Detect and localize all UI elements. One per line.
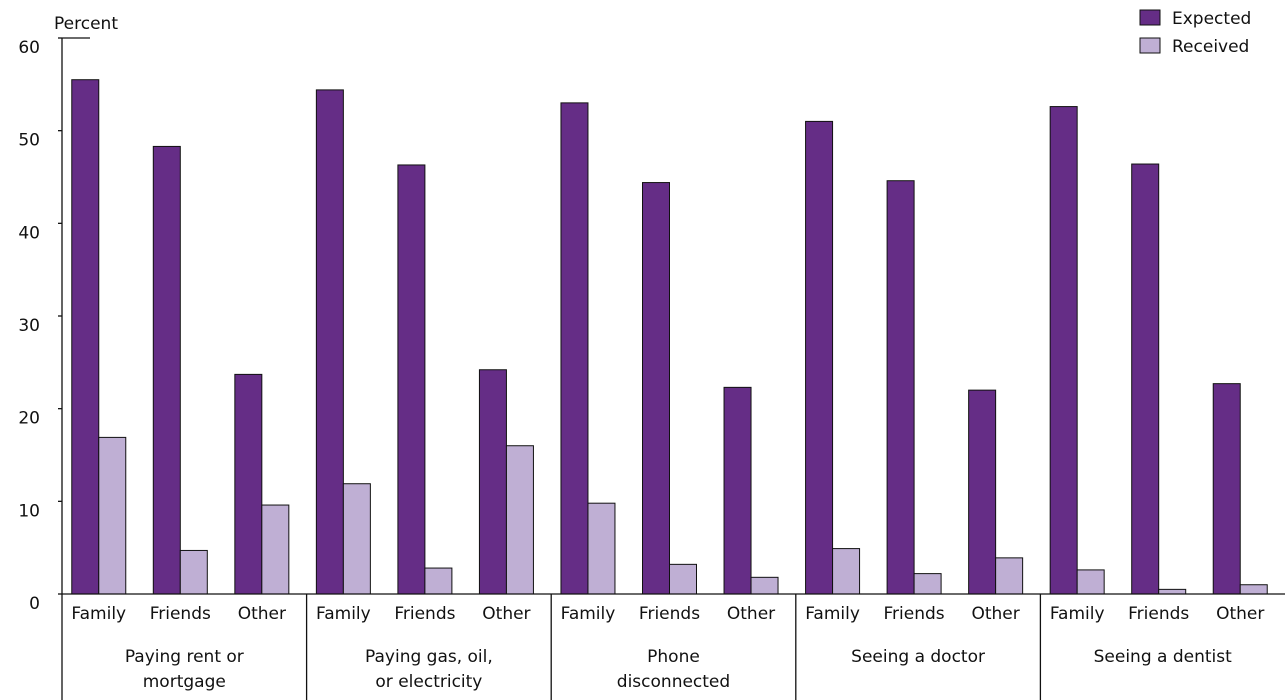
x-tick-label: Family — [71, 604, 126, 624]
bar — [1131, 163, 1160, 595]
group-label: or electricity — [375, 672, 482, 692]
legend-swatch — [1139, 37, 1161, 54]
y-tick-label: 50 — [18, 131, 40, 151]
bar — [995, 557, 1024, 595]
bar — [1239, 584, 1268, 595]
bar — [342, 483, 371, 595]
bar — [1049, 106, 1078, 595]
x-tick-label: Family — [1050, 604, 1105, 624]
bar — [98, 436, 127, 595]
bar — [587, 502, 616, 595]
x-tick-label: Other — [1216, 604, 1264, 624]
bar — [478, 369, 507, 595]
x-tick-label: Other — [238, 604, 286, 624]
y-axis-label: Percent — [54, 14, 118, 34]
bar — [968, 389, 997, 595]
group-label: Paying gas, oil, — [365, 647, 493, 667]
x-tick-label: Other — [727, 604, 775, 624]
y-tick-label: 10 — [18, 501, 40, 521]
bar — [424, 567, 453, 595]
x-tick-label: Family — [561, 604, 616, 624]
y-tick-label: 40 — [18, 223, 40, 243]
bar — [669, 563, 697, 595]
bar — [1076, 569, 1105, 595]
bar — [234, 373, 263, 595]
bar — [642, 182, 670, 595]
group-label: Seeing a doctor — [851, 647, 985, 667]
bar — [832, 548, 861, 595]
group-label: mortgage — [143, 672, 226, 692]
group-label: disconnected — [617, 672, 730, 692]
group-label: Phone — [647, 647, 700, 667]
bar — [315, 89, 344, 595]
bar — [179, 549, 208, 595]
bar — [805, 120, 834, 595]
group-label: Seeing a dentist — [1094, 647, 1232, 667]
x-tick-label: Friends — [150, 604, 211, 624]
group-label: Paying rent or — [125, 647, 244, 667]
bar — [71, 79, 100, 595]
bar — [1158, 588, 1187, 595]
y-tick-label: 30 — [18, 316, 40, 336]
y-tick-label: 0 — [29, 594, 40, 614]
bar — [723, 386, 752, 595]
bar — [505, 445, 534, 595]
x-tick-label: Family — [316, 604, 371, 624]
bar — [261, 504, 290, 595]
x-tick-label: Friends — [639, 604, 700, 624]
bar — [152, 145, 181, 595]
y-tick-label: 60 — [18, 38, 40, 58]
bar — [913, 573, 942, 595]
legend-label: Expected — [1172, 9, 1251, 29]
y-tick-label: 20 — [18, 409, 40, 429]
bar — [750, 576, 779, 595]
bar — [560, 102, 589, 595]
x-tick-label: Friends — [884, 604, 945, 624]
bar — [886, 180, 915, 595]
legend-swatch — [1139, 9, 1161, 26]
x-tick-label: Friends — [394, 604, 455, 624]
bar — [1212, 383, 1241, 595]
x-tick-label: Other — [482, 604, 530, 624]
bar — [397, 164, 426, 595]
legend-label: Received — [1172, 37, 1249, 57]
x-tick-label: Other — [971, 604, 1019, 624]
x-tick-label: Friends — [1128, 604, 1189, 624]
x-tick-label: Family — [805, 604, 860, 624]
